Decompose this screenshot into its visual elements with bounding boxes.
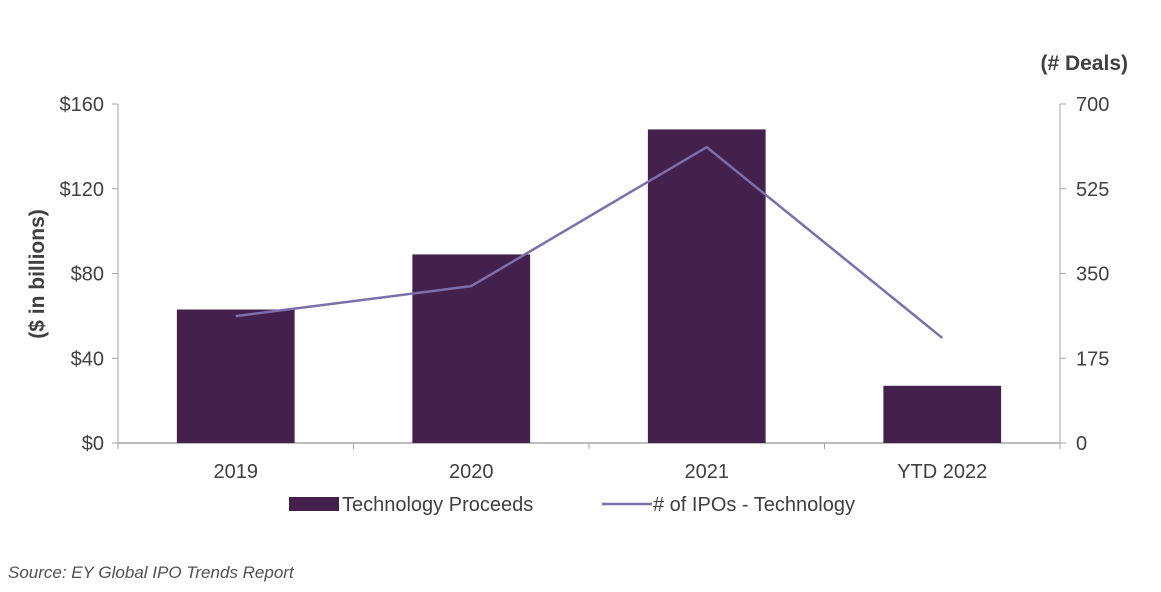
x-tick-label: 2020	[449, 461, 494, 483]
y-right-tick-label: 350	[1076, 264, 1109, 286]
source-note: Source: EY Global IPO Trends Report	[8, 563, 294, 582]
y-right-tick-label: 700	[1076, 94, 1109, 116]
y-axis-left-title: ($ in billions)	[26, 209, 49, 339]
x-tick-label: 2019	[214, 461, 259, 483]
x-tick-label: 2021	[685, 461, 730, 483]
bar-2019	[176, 309, 295, 443]
y-left-tick-label: $120	[60, 179, 105, 201]
y-axis-right-title: (# Deals)	[1040, 52, 1128, 75]
y-right-tick-label: 0	[1076, 433, 1087, 455]
y-right-tick-label: 525	[1076, 179, 1109, 201]
legend-label-technology-proceeds: Technology Proceeds	[342, 494, 533, 516]
axes: $0 $40 $80 $120 $160 0 175 350 525 700 2019 2020 202…	[60, 94, 1110, 483]
line-series	[235, 145, 944, 339]
bars	[176, 129, 1002, 444]
legend: Technology Proceeds # of IPOs - Technolo…	[289, 494, 855, 516]
bar-ytd-2022	[883, 385, 1002, 443]
y-right-tick-label: 175	[1076, 348, 1109, 370]
bar-2021	[647, 129, 766, 444]
legend-swatch-technology-proceeds	[289, 497, 339, 511]
line-ipos-technology	[235, 145, 944, 339]
y-left-tick-label: $160	[60, 94, 105, 116]
legend-label-ipos-technology: # of IPOs - Technology	[653, 494, 855, 516]
y-left-tick-label: $80	[71, 264, 104, 286]
y-left-tick-label: $0	[82, 433, 104, 455]
bar-2020	[412, 254, 531, 443]
x-tick-label: YTD 2022	[897, 461, 987, 483]
y-left-tick-label: $40	[71, 348, 104, 370]
